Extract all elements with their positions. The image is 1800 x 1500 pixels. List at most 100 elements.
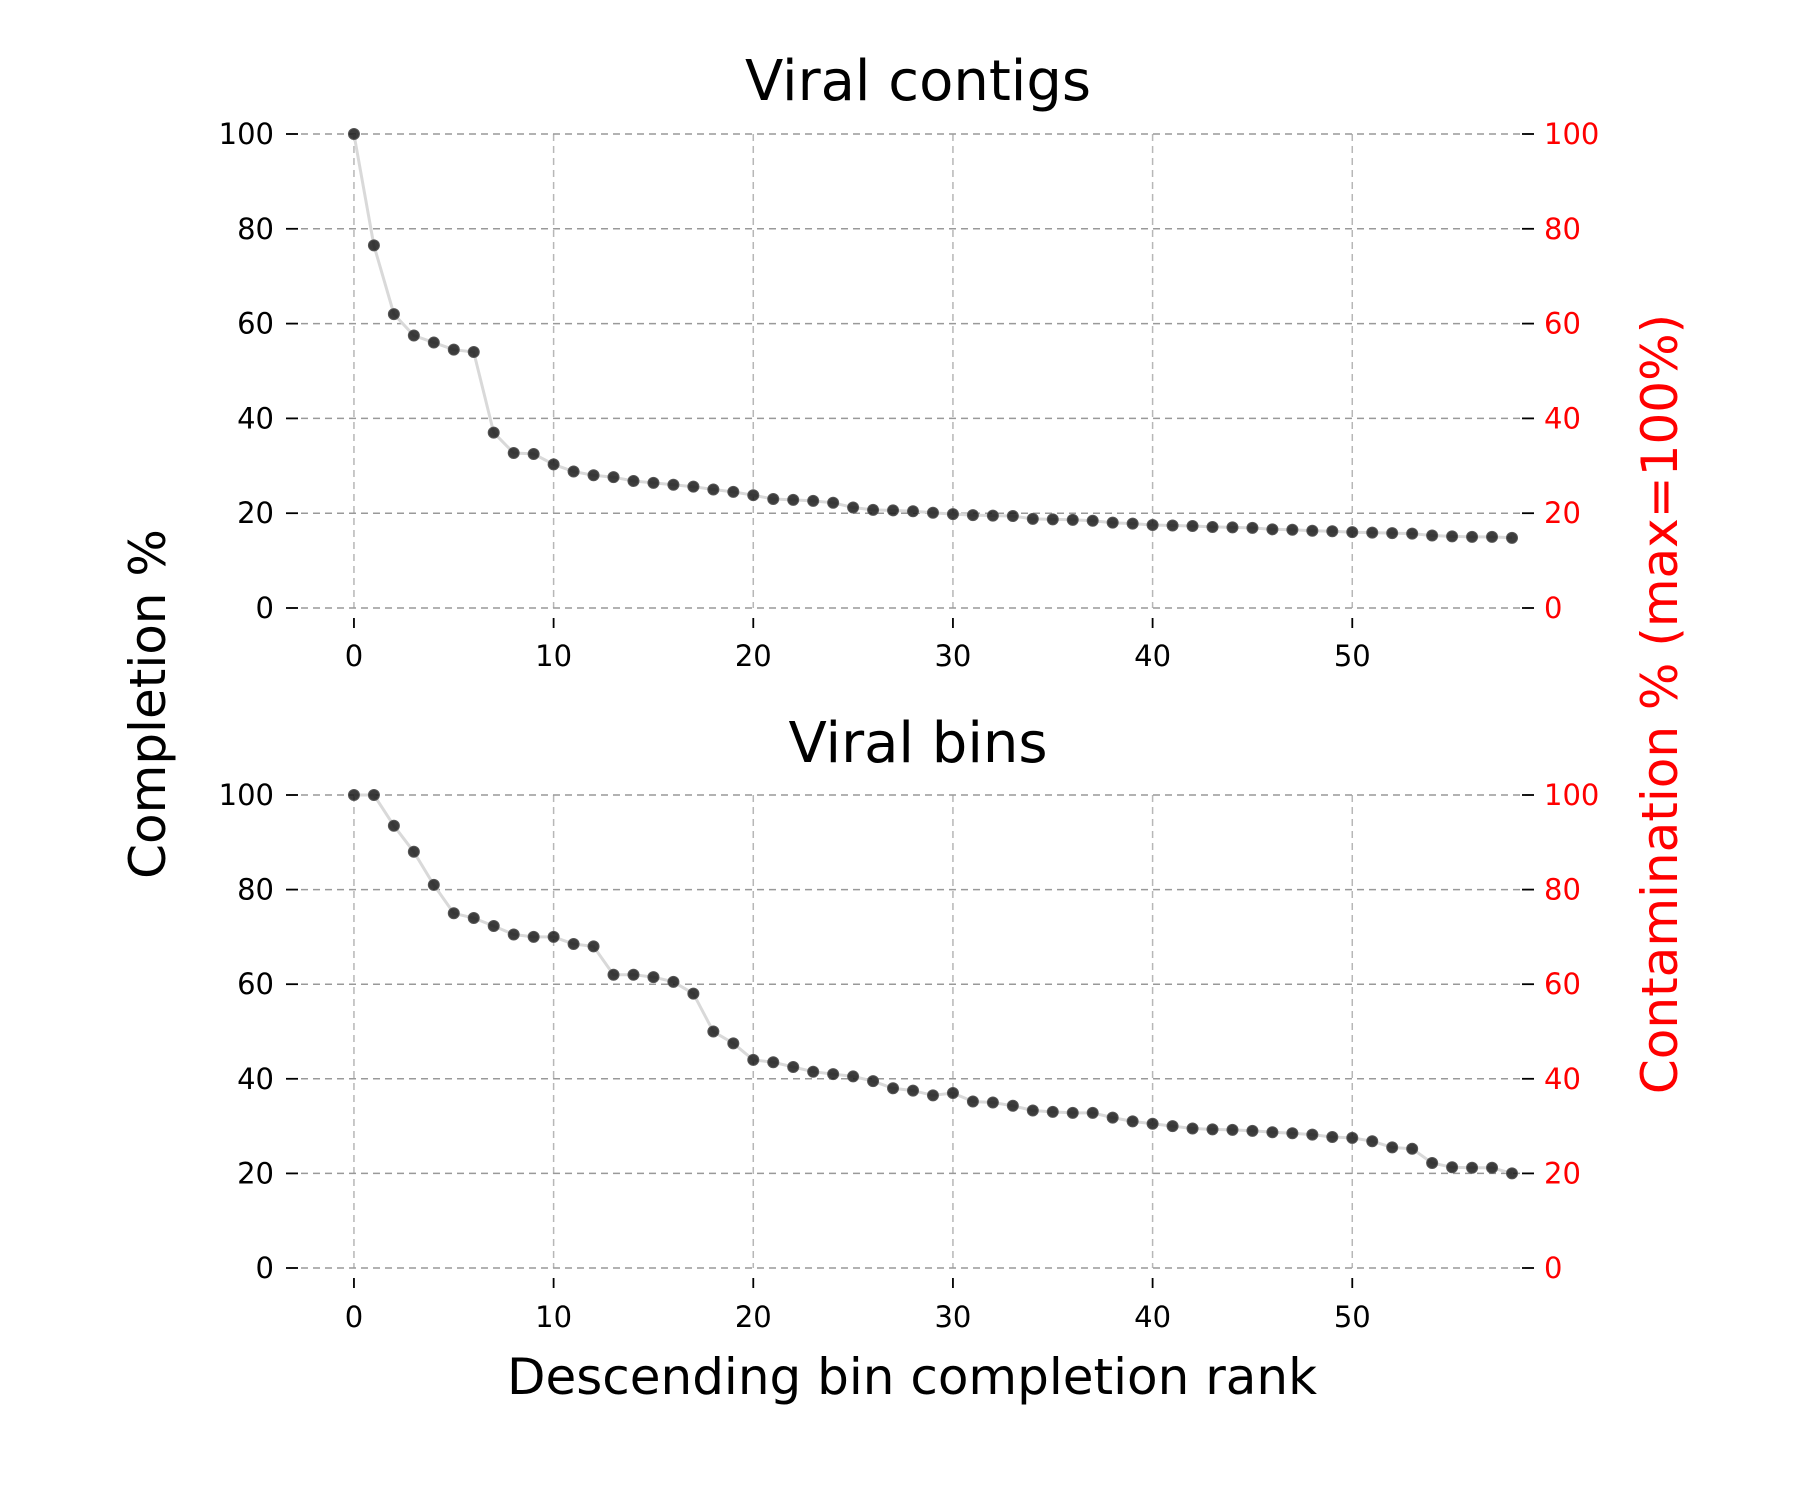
data-point (1386, 1141, 1399, 1154)
data-point (747, 1053, 760, 1066)
data-point (1286, 523, 1299, 536)
y-tick-label: 60 (237, 967, 274, 1001)
x-tick-label: 40 (1134, 639, 1171, 673)
data-point (966, 509, 979, 522)
data-point (667, 478, 680, 491)
data-point (547, 930, 560, 943)
y-tick-label: 20 (237, 496, 274, 530)
y2-tick-label: 20 (1544, 496, 1581, 530)
y2-tick-label: 40 (1544, 1062, 1581, 1096)
data-point (1346, 526, 1359, 539)
data-point (1246, 1124, 1259, 1137)
y2-tick-label: 0 (1544, 591, 1562, 625)
data-point (767, 1056, 780, 1069)
x-tick-label: 40 (1134, 1300, 1171, 1334)
data-point (567, 465, 580, 478)
data-point (1066, 513, 1079, 526)
data-point (467, 346, 480, 359)
data-point (707, 483, 720, 496)
data-point (847, 1070, 860, 1083)
data-point (1366, 526, 1379, 539)
data-point (487, 426, 500, 439)
data-point (1246, 521, 1259, 534)
data-point (926, 1089, 939, 1102)
data-point (1226, 1123, 1239, 1136)
data-point (507, 928, 520, 941)
data-point (986, 1096, 999, 1109)
data-point (467, 911, 480, 924)
series-line (352, 133, 1513, 540)
data-point (1486, 530, 1499, 543)
y-tick-label: 100 (219, 117, 274, 151)
data-point (1466, 1161, 1479, 1174)
data-point (667, 975, 680, 988)
x-tick-label: 20 (735, 639, 772, 673)
x-tick-label: 30 (934, 639, 971, 673)
data-point (867, 1075, 880, 1088)
data-point (807, 1065, 820, 1078)
data-point (1446, 530, 1459, 543)
data-point (1026, 1104, 1039, 1117)
data-point (727, 1037, 740, 1050)
data-point (627, 968, 640, 981)
data-point (1106, 1111, 1119, 1124)
chart-panel-2: Viral bins 0 20 40 60 80 100 0 20 40 60 80 100 0 10 20 3… (219, 711, 1600, 1334)
data-point (1506, 1167, 1518, 1180)
data-point (1106, 516, 1119, 529)
data-point (447, 907, 460, 920)
data-point (567, 937, 580, 950)
x-tick-label: 10 (535, 639, 572, 673)
data-point (487, 920, 500, 933)
data-point (847, 501, 860, 514)
data-point (627, 474, 640, 487)
data-point (747, 489, 760, 502)
data-point (1186, 519, 1199, 532)
y-tick-label: 80 (237, 212, 274, 246)
data-point (767, 492, 780, 505)
data-point (587, 940, 600, 953)
data-point (926, 506, 939, 519)
y2-tick-label: 80 (1544, 873, 1581, 907)
data-point (1126, 1115, 1139, 1128)
data-point (1206, 520, 1219, 533)
data-point (946, 1086, 959, 1099)
data-point (966, 1095, 979, 1108)
data-point (1206, 1123, 1219, 1136)
data-point (427, 878, 440, 891)
data-point (367, 239, 380, 252)
data-point (387, 819, 400, 832)
data-point (447, 343, 460, 356)
data-point (1226, 521, 1239, 534)
data-point (946, 508, 959, 521)
y2-tick-label: 20 (1544, 1156, 1581, 1190)
data-point (1006, 510, 1019, 523)
data-point (787, 1060, 800, 1073)
data-point (527, 447, 540, 460)
y2-tick-label: 40 (1544, 401, 1581, 435)
y2-tick-label: 60 (1544, 307, 1581, 341)
chart-panel-1: Viral contigs 0 20 40 60 80 100 0 20 40 60 80 100 0 10… (219, 49, 1600, 673)
y-tick-label: 40 (237, 401, 274, 435)
data-point (1306, 1128, 1319, 1141)
data-point (887, 504, 900, 517)
y2-tick-label: 80 (1544, 212, 1581, 246)
data-point (787, 493, 800, 506)
data-point (347, 128, 360, 140)
data-point (1046, 513, 1059, 526)
chart-title: Viral contigs (745, 49, 1091, 114)
data-point (1426, 1156, 1439, 1169)
ylabel-right: Contamination % (max=100%) (1631, 314, 1689, 1094)
data-point (707, 1025, 720, 1038)
x-tick-label: 0 (345, 1300, 363, 1334)
y2-tick-label: 100 (1544, 117, 1599, 151)
data-point (647, 476, 660, 489)
data-point (687, 987, 700, 1000)
data-point (1326, 1130, 1339, 1143)
data-point (1446, 1161, 1459, 1174)
data-point (1066, 1106, 1079, 1119)
data-point (1186, 1122, 1199, 1135)
y-tick-label: 20 (237, 1156, 274, 1190)
data-point (1286, 1127, 1299, 1140)
